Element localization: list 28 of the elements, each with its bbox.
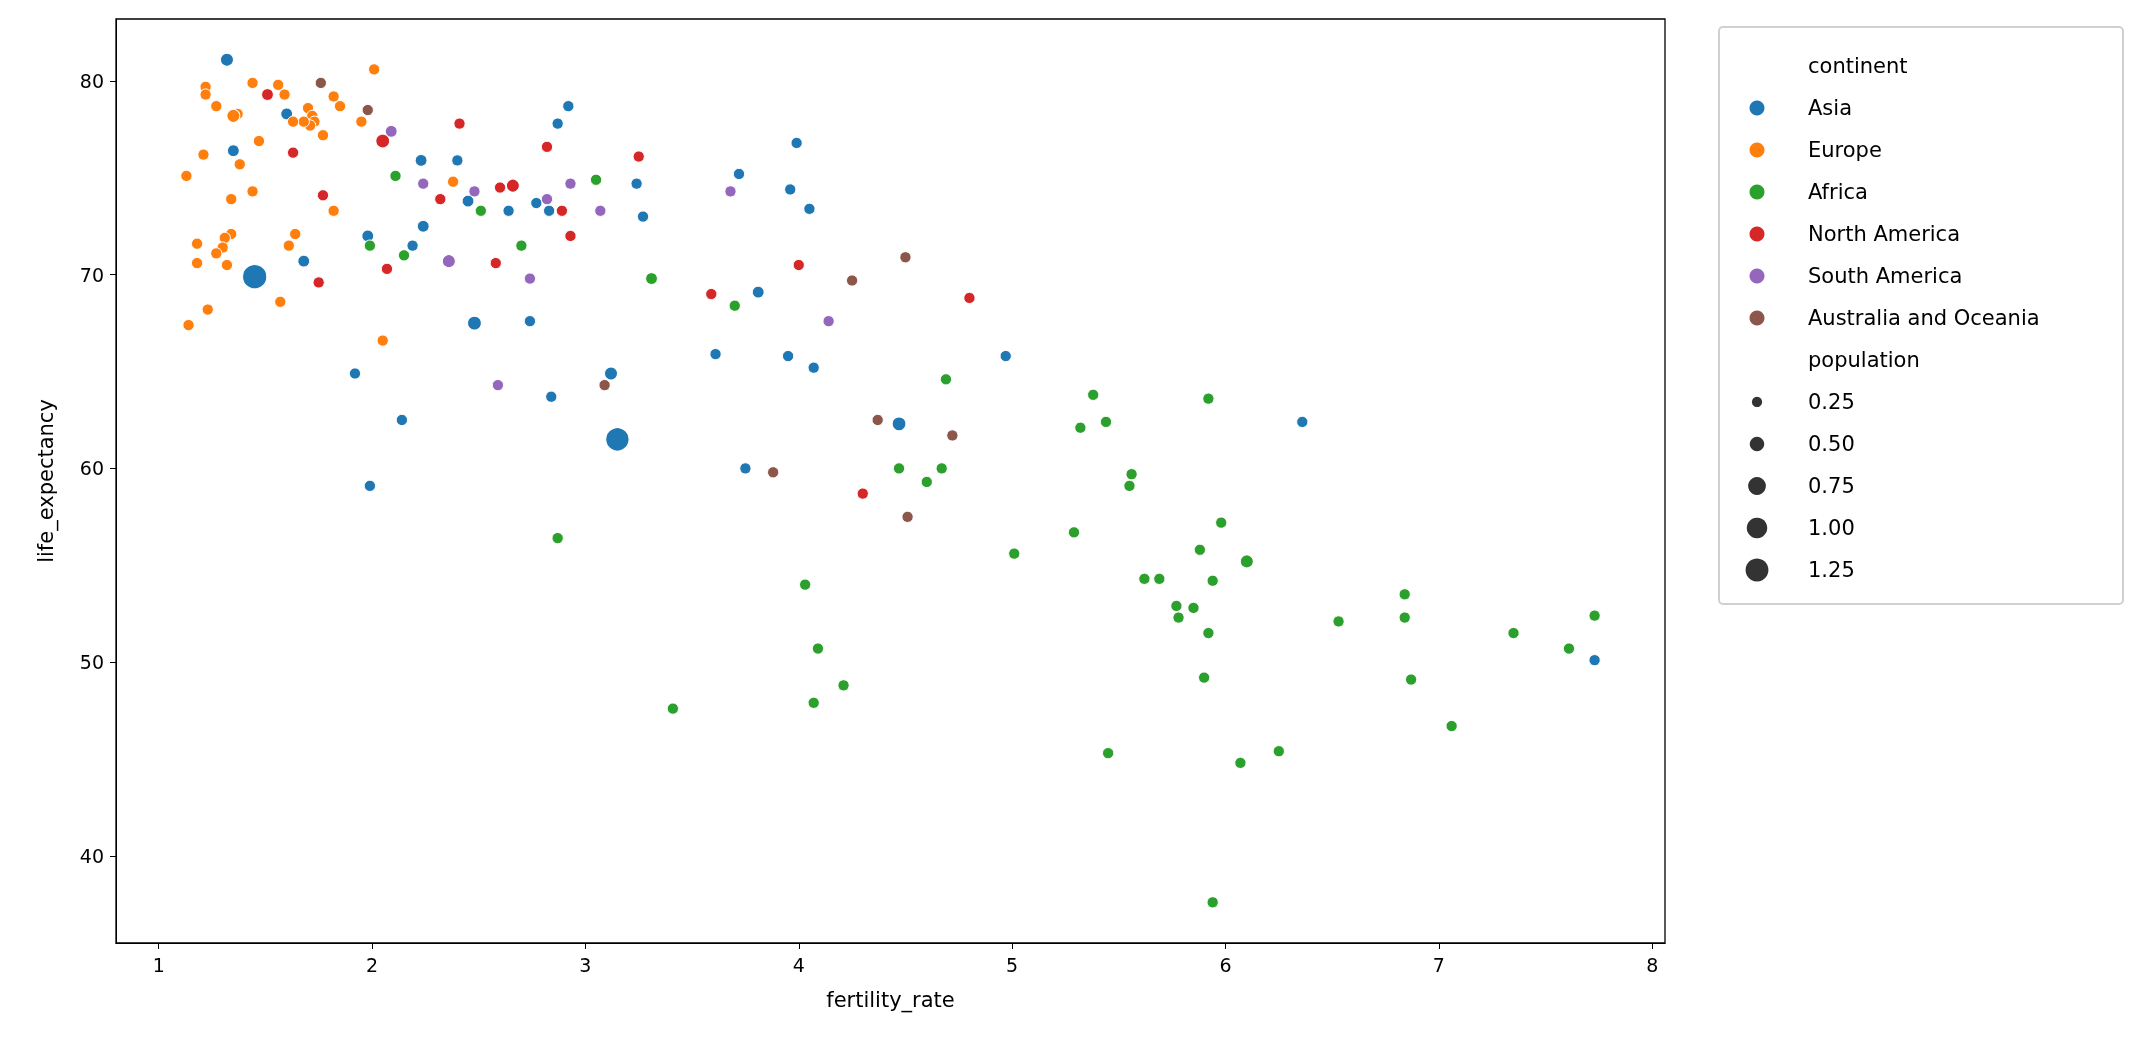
- legend-label: 1.00: [1808, 516, 1855, 540]
- legend-label: Africa: [1808, 180, 1868, 204]
- text: population: [1808, 348, 1920, 372]
- legend-label: North America: [1808, 222, 1961, 246]
- legend-label: 0.75: [1808, 474, 1855, 498]
- x-tick-label: 6: [1219, 953, 1232, 976]
- legend-label: 0.25: [1808, 390, 1855, 414]
- legend-label: Asia: [1808, 96, 1853, 120]
- x-tick-label: 3: [579, 953, 592, 976]
- legend-label: Europe: [1808, 138, 1882, 162]
- legend-label: 0.50: [1808, 432, 1855, 456]
- y-tick-label: 50: [79, 651, 104, 674]
- x-tick-label: 8: [1646, 953, 1659, 976]
- y-tick-label: 40: [79, 844, 104, 867]
- y-tick-label: 70: [79, 263, 104, 286]
- y-axis-title: life_expectancy: [33, 399, 59, 563]
- y-tick-label: 60: [79, 457, 104, 480]
- legend-label: 1.25: [1808, 558, 1855, 582]
- x-axis-title: fertility_rate: [826, 987, 955, 1013]
- y-tick-label: 80: [79, 69, 104, 92]
- x-tick-label: 1: [152, 953, 165, 976]
- x-tick-label: 2: [365, 953, 379, 976]
- x-tick-label: 5: [1006, 953, 1019, 976]
- legend-label: Australia and Oceania: [1808, 306, 2040, 330]
- legend-title: continent: [1808, 54, 1908, 78]
- x-tick-label: 7: [1432, 953, 1445, 976]
- legend-label: South America: [1808, 264, 1963, 288]
- x-tick-label: 4: [792, 953, 805, 976]
